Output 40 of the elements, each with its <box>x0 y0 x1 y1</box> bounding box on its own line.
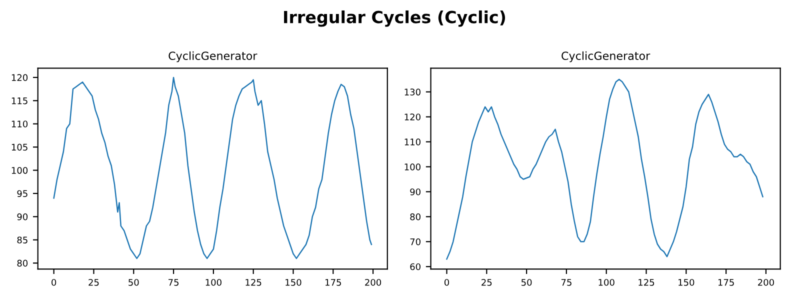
y-tick-label: 60 <box>410 263 420 270</box>
y-tick-label: 100 <box>404 163 420 170</box>
x-tick-label: 100 <box>598 278 614 286</box>
y-tick-label: 115 <box>12 98 28 104</box>
y-tick-label: 105 <box>12 144 28 151</box>
y-tick-label: 80 <box>17 260 28 267</box>
line-series <box>446 78 764 260</box>
y-tick-label: 120 <box>12 74 28 82</box>
y-tick-label: 90 <box>410 188 420 196</box>
y-tick-label: 110 <box>12 120 28 128</box>
y-tick-label: 80 <box>410 213 420 220</box>
y-tick-label: 85 <box>17 236 28 244</box>
y-tick-label: 95 <box>17 190 28 198</box>
text: Irregular Cycles (Cyclic) <box>284 10 506 27</box>
x-tick-label: 200 <box>365 278 382 286</box>
chart-title: CyclicGenerator <box>562 51 650 62</box>
y-tick-label: 130 <box>404 88 420 96</box>
y-tick-label: 70 <box>410 238 420 246</box>
x-tick-label: 175 <box>718 279 734 286</box>
x-tick-label: 150 <box>286 278 302 286</box>
x-tick-label: 75 <box>561 279 572 286</box>
x-tick-label: 50 <box>128 278 139 286</box>
x-tick-label: 75 <box>168 279 178 286</box>
chart-title: CyclicGenerator <box>168 51 258 62</box>
x-tick-label: 200 <box>758 278 774 286</box>
x-tick-label: 0 <box>52 278 56 286</box>
y-tick-label: 100 <box>12 166 28 174</box>
x-tick-label: 100 <box>206 278 222 286</box>
x-tick-label: 175 <box>326 279 341 286</box>
y-tick-label: 120 <box>404 114 420 120</box>
x-tick-label: 150 <box>678 278 694 286</box>
y-tick-label: 110 <box>404 138 420 146</box>
x-tick-label: 125 <box>638 278 654 286</box>
y-tick-label: 90 <box>17 213 28 220</box>
x-tick-label: 25 <box>88 278 99 286</box>
x-tick-label: 25 <box>482 278 492 286</box>
x-tick-label: 50 <box>522 278 532 286</box>
x-tick-label: 0 <box>444 278 450 286</box>
x-tick-label: 125 <box>246 278 262 286</box>
line-series <box>53 76 372 260</box>
